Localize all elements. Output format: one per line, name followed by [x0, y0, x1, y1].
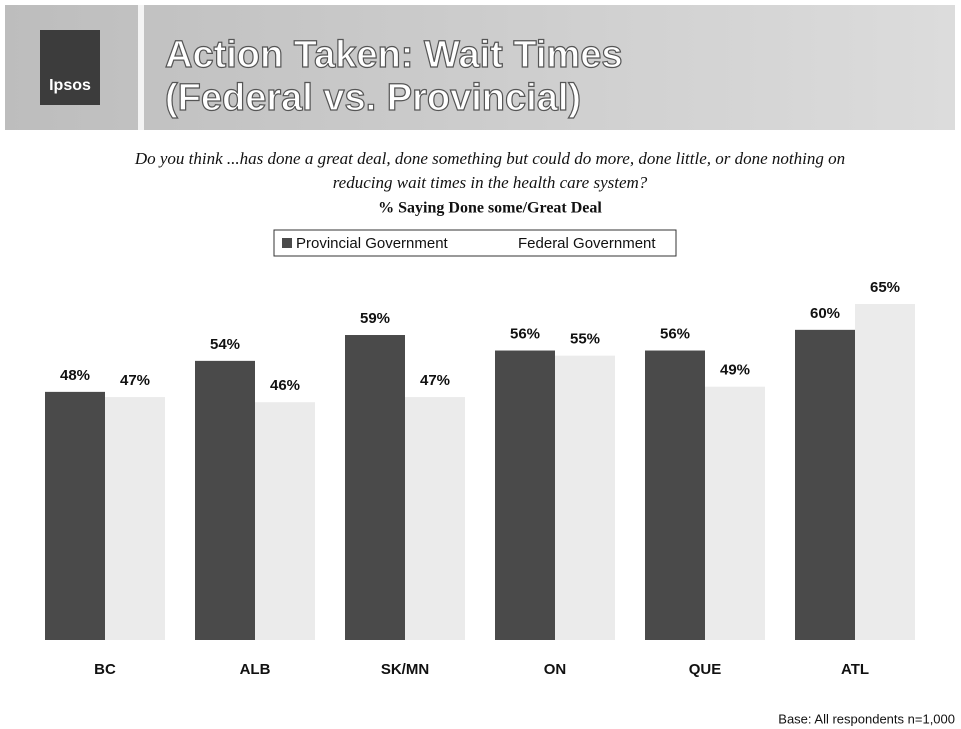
x-tick-label: SK/MN: [381, 661, 429, 678]
bar: [345, 335, 405, 640]
bar: [555, 355, 615, 640]
value-label: 60%: [810, 305, 840, 322]
legend-label: Federal Government: [518, 235, 656, 252]
value-label: 46%: [270, 377, 300, 394]
legend-label: Provincial Government: [296, 235, 449, 252]
bar: [195, 360, 255, 640]
title-line: Action Taken: Wait Times: [165, 34, 622, 76]
value-label: 55%: [570, 331, 600, 348]
x-tick-label: BC: [94, 661, 116, 678]
x-tick-label: QUE: [689, 661, 722, 678]
logo: Ipsos: [49, 77, 91, 94]
legend-box: [273, 229, 677, 257]
subtitle: % Saying Done some/Great Deal: [378, 200, 602, 217]
value-label: 65%: [870, 279, 900, 296]
value-label: 56%: [510, 325, 540, 342]
bar: [795, 329, 855, 640]
bar: [855, 304, 915, 640]
value-label: 47%: [120, 372, 150, 389]
value-label: 59%: [360, 310, 390, 327]
legend-swatch: [282, 238, 292, 248]
value-label: 49%: [720, 362, 750, 379]
bar: [645, 350, 705, 640]
value-label: 48%: [60, 367, 90, 384]
logo-box: [40, 30, 100, 105]
bar: [705, 386, 765, 640]
bar: [105, 397, 165, 640]
value-label: 56%: [660, 325, 690, 342]
x-tick-label: ATL: [841, 661, 869, 678]
footnote: Base: All respondents n=1,000: [778, 711, 955, 726]
header-band: [5, 5, 955, 130]
bar: [405, 397, 465, 640]
x-tick-label: ON: [544, 661, 567, 678]
bar: [495, 350, 555, 640]
bar: [255, 402, 315, 640]
question-line: reducing wait times in the health care s…: [333, 173, 648, 192]
question-line: Do you think ...has done a great deal, d…: [134, 149, 845, 168]
header-divider: [138, 5, 144, 130]
title-line: (Federal vs. Provincial): [165, 77, 581, 119]
x-tick-label: ALB: [240, 661, 271, 678]
value-label: 47%: [420, 372, 450, 389]
value-label: 54%: [210, 336, 240, 353]
bar: [45, 391, 105, 640]
